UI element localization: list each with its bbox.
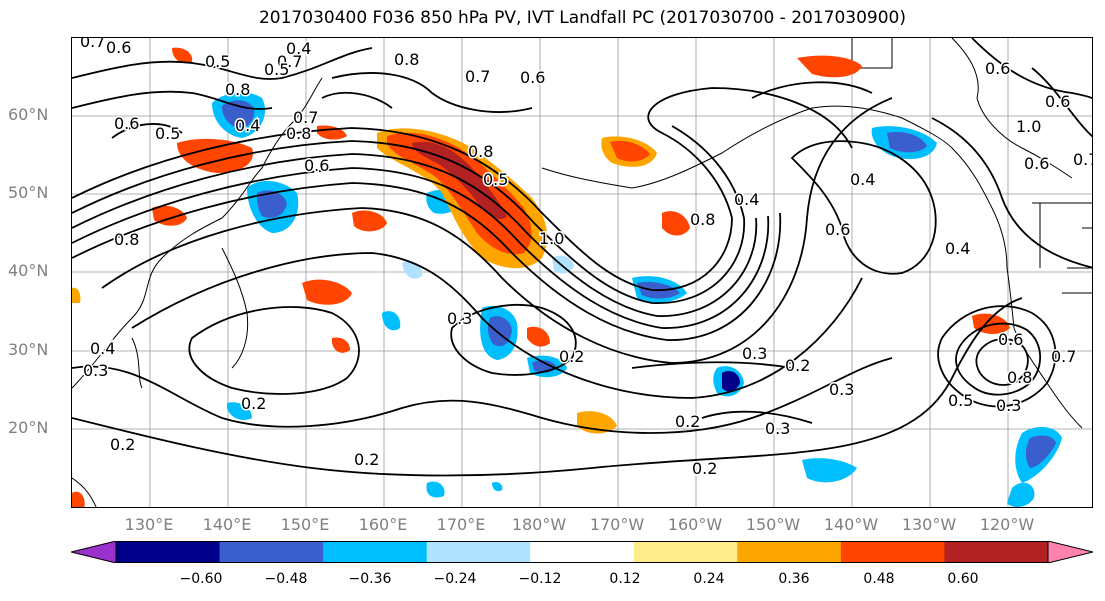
- contour-label: 0.8: [286, 124, 311, 143]
- contour-label: 0.3: [765, 419, 790, 438]
- lat-label-30n: 30°N: [8, 340, 49, 359]
- contour-label: 0.5: [264, 60, 289, 79]
- contour-label: 0.2: [675, 412, 700, 431]
- contour-label: 0.8: [690, 210, 715, 229]
- lat-label-20n: 20°N: [8, 418, 49, 437]
- negative-shading: [212, 92, 1062, 507]
- contour-label: 0.6: [1024, 154, 1049, 173]
- contour-label: 0.2: [559, 347, 584, 366]
- contour-label: 0.4: [90, 339, 115, 358]
- ivt-contours: [72, 38, 1092, 477]
- contour-label: 0.5: [155, 124, 180, 143]
- contour-label: 0.3: [742, 344, 767, 363]
- lon-label-140e: 140°E: [202, 515, 252, 534]
- contour-label: 0.2: [354, 450, 379, 469]
- colorbar-extend-high: [1047, 541, 1093, 563]
- contour-label: 0.6: [1045, 92, 1070, 111]
- colorbar-bin: [323, 541, 428, 563]
- contour-label: 1.0: [539, 229, 564, 248]
- colorbar-tick: 0.24: [693, 571, 725, 587]
- contour-label: 0.3: [996, 396, 1021, 415]
- contour-label: 0.3: [829, 380, 854, 399]
- lon-label-150e: 150°E: [280, 515, 330, 534]
- contour-label: 0.2: [692, 459, 717, 478]
- colorbar-tick: −0.36: [348, 571, 392, 587]
- contour-label: 0.6: [825, 220, 850, 239]
- colorbar-extend-low: [71, 541, 117, 563]
- contour-label: 0.6: [985, 59, 1010, 78]
- contour-label: 0.3: [83, 361, 108, 380]
- colorbar-bin: [633, 541, 738, 563]
- contour-label: 0.4: [286, 39, 311, 58]
- contour-label: 0.3: [447, 309, 472, 328]
- lon-label-160w: 160°W: [667, 515, 723, 534]
- lon-label-170e: 170°E: [436, 515, 486, 534]
- map-title: 2017030400 F036 850 hPa PV, IVT Landfall…: [258, 8, 906, 28]
- contour-label: 0.7: [1073, 150, 1093, 169]
- contour-label: 0.5: [483, 170, 508, 189]
- contour-label: 0.6: [106, 38, 131, 57]
- contour-label: 0.8: [468, 142, 493, 161]
- contour-label: 1.0: [1016, 117, 1041, 136]
- lat-label-40n: 40°N: [8, 261, 49, 280]
- colorbar-tick: 0.48: [863, 571, 895, 587]
- contour-label: 0.8: [225, 80, 250, 99]
- contour-label: 0.4: [945, 239, 970, 258]
- contour-label: 0.2: [241, 394, 266, 413]
- contour-label: 0.6: [304, 156, 329, 175]
- contour-label: 0.7: [277, 52, 302, 71]
- map-canvas: 0.7 0.6 0.40.5 0.70.50.80.7 0.60.80.40.60.5 0…: [72, 38, 1093, 507]
- lon-label-140w: 140°W: [823, 515, 879, 534]
- colorbar: [71, 541, 1093, 563]
- lon-label-150w: 150°W: [745, 515, 801, 534]
- colorbar-tick: 0.60: [947, 571, 979, 587]
- colorbar-tick: 0.12: [609, 571, 641, 587]
- colorbar-bin: [426, 541, 531, 563]
- lon-label-130w: 130°W: [901, 515, 957, 534]
- colorbar-bin: [116, 541, 221, 563]
- map-panel: 0.7 0.6 0.4 0.5 0.7 0.5 0.8 0.7 0.6 0.8 0.4 0.6 0.5 0…: [71, 37, 1093, 508]
- contour-label: 0.7: [465, 67, 490, 86]
- contour-label: 0.4: [850, 170, 875, 189]
- contour-label: 0.2: [110, 435, 135, 454]
- contour-label: 0.5: [205, 52, 230, 71]
- contour-label: 0.8: [394, 50, 419, 69]
- contour-label: 0.7: [1051, 347, 1076, 366]
- colorbar-tick: −0.12: [518, 571, 562, 587]
- contour-label: 0.2: [785, 356, 810, 375]
- colorbar-tick: 0.36: [778, 571, 810, 587]
- coastlines: [72, 38, 1092, 507]
- contour-label: 0.6: [520, 68, 545, 87]
- colorbar-bin: [219, 541, 324, 563]
- contour-label: 0.8: [114, 230, 139, 249]
- contour-label: 0.7: [293, 108, 318, 127]
- lat-label-60n: 60°N: [8, 105, 49, 124]
- contour-label: 0.6: [998, 330, 1023, 349]
- colorbar-bin: [944, 541, 1049, 563]
- contour-label: 0.4: [235, 116, 260, 135]
- contour-label: 0.4: [734, 190, 759, 209]
- colorbar-tick: −0.24: [433, 571, 477, 587]
- contour-label: 0.6: [114, 114, 139, 133]
- lon-label-160e: 160°E: [358, 515, 408, 534]
- lon-label-120w: 120°W: [979, 515, 1035, 534]
- contour-label: 0.5: [948, 391, 973, 410]
- lon-label-130e: 130°E: [124, 515, 174, 534]
- contour-label: 0.8: [1007, 368, 1032, 387]
- contour-labels: 0.7 0.6 0.40.5 0.70.50.80.7 0.60.80.40.60.5 0…: [79, 38, 1093, 480]
- lon-label-180w: 180°W: [511, 515, 567, 534]
- contour-label: 0.7: [80, 38, 105, 51]
- colorbar-bin: [530, 541, 635, 563]
- colorbar-tick: −0.60: [179, 571, 223, 587]
- lon-label-170w: 170°W: [589, 515, 645, 534]
- colorbar-tick: −0.48: [264, 571, 308, 587]
- lat-label-50n: 50°N: [8, 183, 49, 202]
- colorbar-bin: [840, 541, 945, 563]
- colorbar-bin: [737, 541, 842, 563]
